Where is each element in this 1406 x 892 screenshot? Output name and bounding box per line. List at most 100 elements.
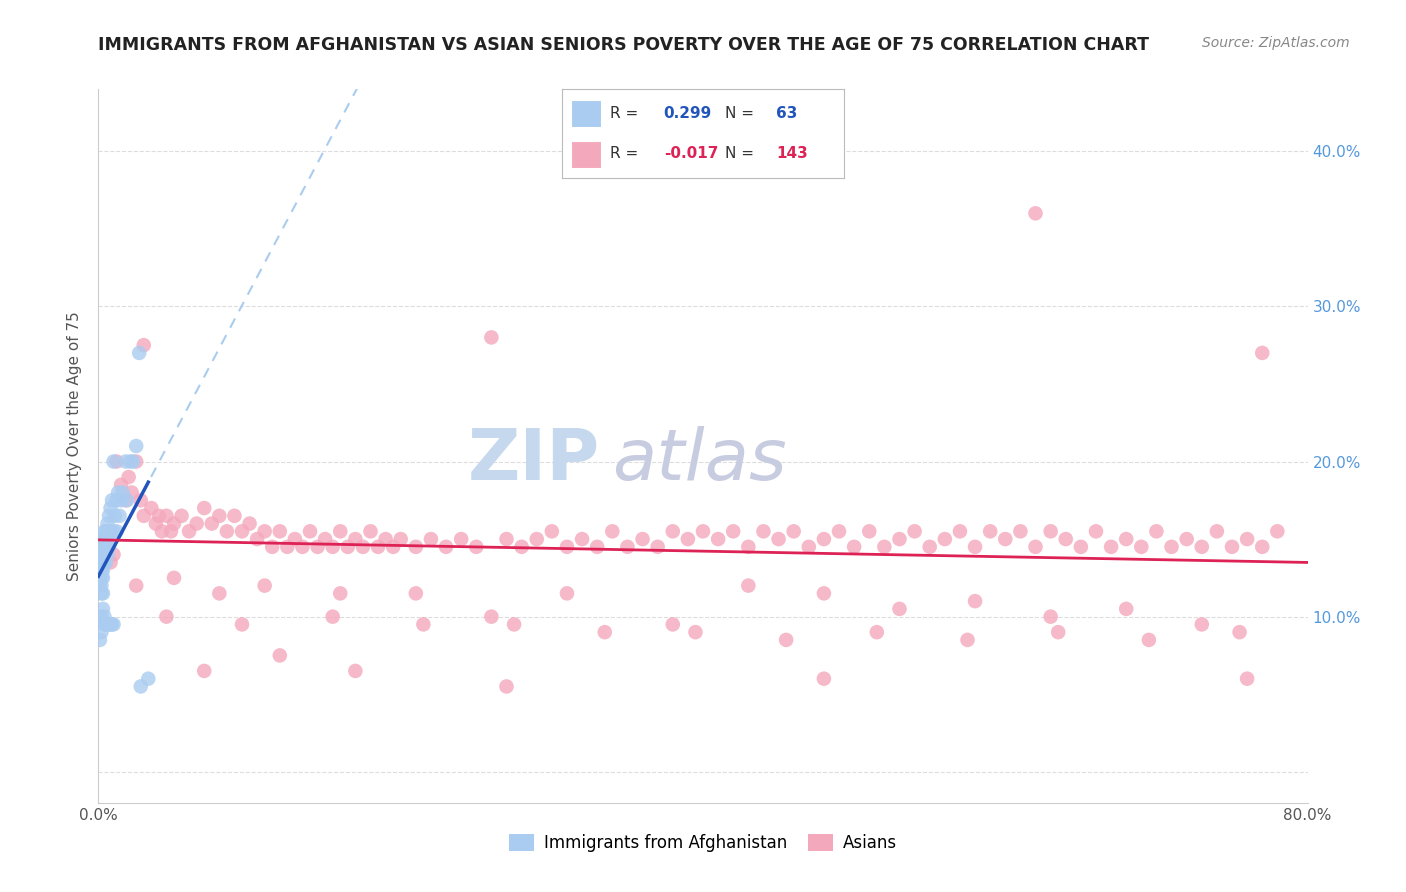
Point (1229, 625, 1251, 640)
Point (93, 617, 115, 632)
Point (918, 540, 941, 554)
Point (94, 617, 117, 632)
Point (1024, 206, 1046, 220)
Point (1115, 602, 1137, 616)
Point (676, 532, 699, 546)
Point (737, 579, 759, 593)
Point (1130, 540, 1153, 554)
Point (322, 609, 344, 624)
Point (129, 680, 152, 694)
Point (276, 540, 298, 554)
Point (979, 524, 1001, 539)
Point (329, 524, 352, 539)
Point (103, 524, 125, 539)
Point (253, 579, 276, 593)
Point (128, 346, 150, 360)
Text: IMMIGRANTS FROM AFGHANISTAN VS ASIAN SENIORS POVERTY OVER THE AGE OF 75 CORRELAT: IMMIGRANTS FROM AFGHANISTAN VS ASIAN SEN… (98, 36, 1150, 54)
Point (89, 579, 111, 593)
Point (299, 524, 322, 539)
Point (215, 524, 238, 539)
Point (1054, 532, 1077, 546)
Point (602, 524, 624, 539)
Text: 0.299: 0.299 (664, 106, 711, 121)
Point (737, 540, 759, 554)
Text: atlas: atlas (613, 425, 787, 495)
Point (307, 540, 329, 554)
Point (647, 540, 669, 554)
Point (91, 540, 114, 554)
Point (125, 454, 148, 468)
Point (586, 540, 609, 554)
Point (193, 664, 215, 678)
Point (103, 548, 125, 562)
Point (685, 625, 707, 640)
Point (336, 540, 359, 554)
Point (1047, 625, 1070, 640)
Point (949, 524, 972, 539)
Point (965, 594, 987, 608)
Point (813, 672, 835, 686)
Point (186, 516, 208, 531)
Point (163, 571, 186, 585)
Point (1099, 540, 1122, 554)
Point (132, 508, 155, 523)
Point (201, 516, 224, 531)
Point (125, 439, 148, 453)
Text: 63: 63 (776, 106, 797, 121)
Point (1160, 540, 1182, 554)
Text: -0.017: -0.017 (664, 146, 718, 161)
Point (631, 532, 654, 546)
Point (934, 532, 956, 546)
Point (114, 454, 136, 468)
Point (1144, 524, 1167, 539)
Point (89, 571, 111, 585)
Point (96, 516, 118, 531)
Point (94, 532, 117, 546)
Point (103, 617, 125, 632)
Point (96, 617, 118, 632)
Point (374, 532, 396, 546)
Point (420, 532, 443, 546)
Point (111, 485, 134, 500)
Point (107, 485, 129, 500)
Y-axis label: Seniors Poverty Over the Age of 75: Seniors Poverty Over the Age of 75 (67, 311, 83, 581)
Point (136, 672, 159, 686)
Point (1039, 609, 1062, 624)
Point (262, 540, 284, 554)
Point (91, 555, 114, 569)
Point (526, 532, 548, 546)
Point (889, 532, 911, 546)
Point (94, 555, 117, 569)
Point (495, 532, 517, 546)
Point (1010, 524, 1032, 539)
Point (813, 586, 835, 600)
Point (101, 493, 124, 508)
Point (412, 617, 434, 632)
Point (110, 493, 132, 508)
Point (90, 548, 112, 562)
Text: Source: ZipAtlas.com: Source: ZipAtlas.com (1202, 36, 1350, 50)
Point (752, 524, 775, 539)
Point (132, 338, 155, 352)
Point (269, 524, 291, 539)
Point (1251, 540, 1274, 554)
Point (120, 454, 142, 468)
Point (352, 540, 374, 554)
Point (90, 555, 112, 569)
Point (284, 532, 307, 546)
Point (1024, 540, 1046, 554)
Point (103, 454, 125, 468)
Point (155, 609, 177, 624)
Point (1175, 532, 1198, 546)
Point (503, 617, 526, 632)
Point (89, 632, 111, 647)
Point (344, 532, 367, 546)
Point (104, 508, 127, 523)
Point (90, 563, 112, 577)
Point (692, 524, 714, 539)
Point (858, 524, 880, 539)
Point (208, 586, 231, 600)
Point (239, 516, 262, 531)
Point (828, 524, 851, 539)
Point (98, 540, 121, 554)
